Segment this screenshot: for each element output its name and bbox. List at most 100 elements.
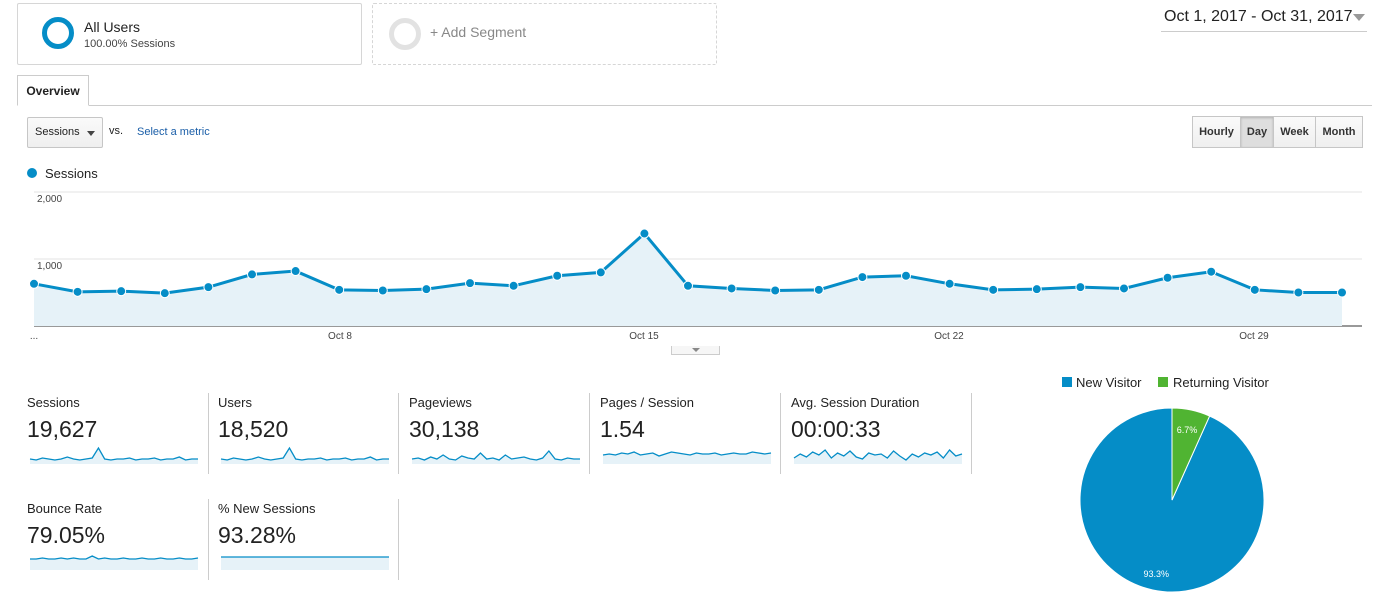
data-point bbox=[901, 270, 911, 281]
data-point bbox=[72, 286, 83, 297]
x-tick-label: Oct 8 bbox=[328, 331, 352, 342]
data-point bbox=[247, 269, 257, 280]
data-point bbox=[508, 280, 519, 291]
sparkline-area bbox=[412, 451, 580, 464]
metric-value: 1.54 bbox=[600, 416, 645, 442]
data-point bbox=[1337, 287, 1347, 298]
sparkline-line bbox=[29, 446, 198, 461]
date-range-picker[interactable]: Oct 1, 2017 - Oct 31, 2017 bbox=[1161, 4, 1367, 32]
data-point bbox=[595, 267, 606, 278]
data-point bbox=[203, 282, 214, 293]
new-visitor-legend-label: New Visitor bbox=[1076, 375, 1142, 390]
sparkline-line bbox=[793, 449, 963, 461]
metric-label: Pageviews bbox=[409, 395, 472, 410]
metric-separator bbox=[208, 499, 209, 580]
metric-value: 79.05% bbox=[27, 522, 106, 548]
metric-card[interactable]: Pageviews 30,138 bbox=[409, 395, 584, 475]
metric-value: 19,627 bbox=[27, 416, 98, 442]
x-tick-label: Oct 22 bbox=[934, 331, 964, 342]
sessions-area bbox=[34, 233, 1342, 326]
segment-subtitle: 100.00% Sessions bbox=[84, 38, 176, 50]
tab-divider bbox=[17, 105, 1372, 106]
data-point bbox=[944, 278, 955, 289]
new-visitor-legend-swatch bbox=[1062, 377, 1072, 387]
sparkline-area bbox=[30, 556, 198, 570]
data-point bbox=[1206, 266, 1217, 277]
metric-sparkline bbox=[220, 446, 389, 464]
metric-separator bbox=[398, 393, 399, 474]
metric-card[interactable]: Users 18,520 bbox=[218, 395, 393, 475]
metric-sparkline bbox=[411, 449, 580, 464]
sparkline-area bbox=[603, 452, 771, 464]
hourly-button[interactable]: Hourly bbox=[1192, 116, 1241, 148]
sessions-legend-dot bbox=[27, 168, 37, 178]
metric-card[interactable]: Sessions 19,627 bbox=[27, 395, 202, 475]
data-point bbox=[116, 286, 127, 297]
tab-overview[interactable]: Overview bbox=[17, 75, 89, 106]
sessions-legend-label: Sessions bbox=[45, 166, 98, 181]
metric-select-value: Sessions bbox=[35, 126, 80, 138]
sparkline-area bbox=[794, 450, 962, 464]
pie-slice-label: 93.3% bbox=[1143, 569, 1169, 579]
returning-visitor-legend-swatch bbox=[1158, 377, 1168, 387]
data-point bbox=[857, 272, 868, 283]
data-point bbox=[1031, 284, 1042, 295]
x-tick-label: ... bbox=[29, 331, 39, 342]
metric-card[interactable]: Avg. Session Duration 00:00:33 bbox=[791, 395, 966, 475]
metric-value: 93.28% bbox=[218, 522, 297, 548]
sparkline-line bbox=[30, 555, 199, 560]
segment-title: All Users bbox=[84, 19, 141, 35]
week-button[interactable]: Week bbox=[1273, 116, 1316, 148]
metric-card[interactable]: % New Sessions 93.28% bbox=[218, 501, 393, 581]
month-button[interactable]: Month bbox=[1315, 116, 1363, 148]
segment-all-users[interactable]: All Users 100.00% Sessions bbox=[17, 3, 362, 65]
date-range-text: Oct 1, 2017 - Oct 31, 2017 bbox=[1164, 8, 1353, 25]
add-segment-button[interactable]: + Add Segment bbox=[372, 3, 717, 65]
sparkline-area bbox=[30, 448, 198, 464]
metric-sparkline bbox=[30, 555, 199, 570]
data-point bbox=[770, 285, 781, 296]
metric-label: Bounce Rate bbox=[27, 501, 103, 516]
sparkline-area bbox=[221, 557, 389, 570]
returning-visitor-slice bbox=[1171, 407, 1211, 501]
metric-sparkline bbox=[29, 446, 198, 464]
chevron-down-icon bbox=[692, 348, 700, 352]
data-point bbox=[465, 278, 475, 289]
sessions-chart bbox=[29, 191, 1362, 327]
data-point bbox=[813, 284, 824, 295]
y-tick-label: 1,000 bbox=[37, 261, 63, 272]
data-point bbox=[726, 283, 737, 294]
day-button[interactable]: Day bbox=[1240, 116, 1274, 148]
metric-label: Sessions bbox=[27, 395, 80, 410]
metric-separator bbox=[208, 393, 209, 474]
pie-slice-label: 6.7% bbox=[1177, 425, 1198, 435]
data-point bbox=[639, 228, 650, 239]
metric-card[interactable]: Bounce Rate 79.05% bbox=[27, 501, 202, 581]
chevron-down-icon bbox=[87, 131, 95, 136]
data-point bbox=[1293, 287, 1304, 298]
data-point bbox=[552, 270, 563, 281]
data-point bbox=[1075, 282, 1086, 293]
segment-placeholder-icon bbox=[389, 18, 421, 50]
metric-sparkline bbox=[602, 451, 772, 464]
data-point bbox=[988, 284, 999, 295]
metric-sparkline bbox=[793, 449, 963, 464]
select-metric-link[interactable]: Select a metric bbox=[137, 126, 210, 138]
data-point bbox=[1249, 284, 1260, 295]
metric-label: Avg. Session Duration bbox=[791, 395, 920, 410]
data-point bbox=[421, 284, 432, 295]
metric-value: 30,138 bbox=[409, 416, 480, 442]
returning-visitor-legend-label: Returning Visitor bbox=[1173, 375, 1269, 390]
chart-collapse-handle[interactable] bbox=[671, 346, 720, 355]
metric-sparkline bbox=[221, 556, 389, 570]
metric-select[interactable]: Sessions bbox=[27, 117, 103, 148]
metric-card[interactable]: Pages / Session 1.54 bbox=[600, 395, 775, 475]
vs-label: vs. bbox=[109, 125, 124, 137]
data-point bbox=[1162, 272, 1173, 283]
metric-separator bbox=[971, 393, 972, 474]
y-tick-label: 2,000 bbox=[37, 194, 63, 205]
data-point bbox=[334, 284, 345, 295]
metric-value: 00:00:33 bbox=[791, 416, 881, 442]
metric-value: 18,520 bbox=[218, 416, 289, 442]
data-point bbox=[1119, 283, 1129, 294]
